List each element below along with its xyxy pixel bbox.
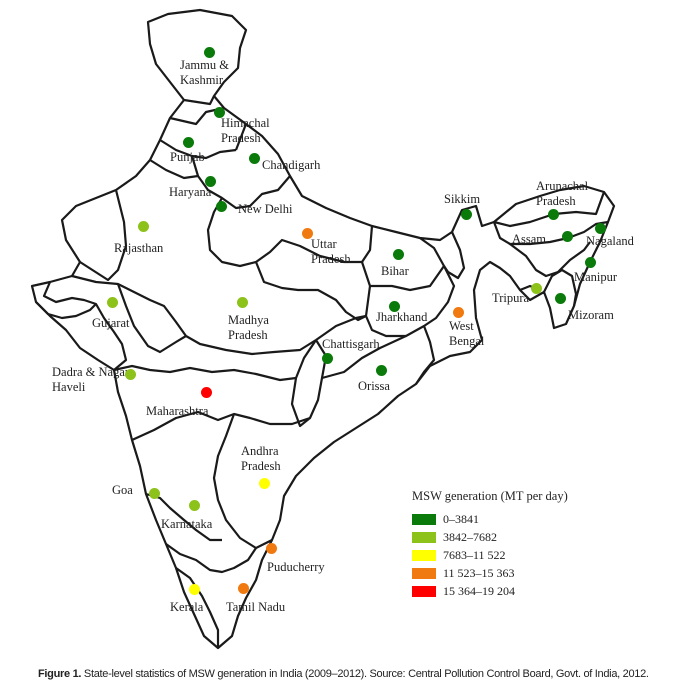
state-label-tamil-nadu: Tamil Nadu — [226, 600, 286, 614]
state-marker-orissa — [375, 364, 387, 376]
state-label-haryana: Haryana — [169, 185, 212, 199]
state-label-chandigarh: Chandigarh — [262, 158, 321, 172]
state-marker-punjab — [182, 136, 194, 148]
legend-item-4: 11 523–15 363 — [412, 564, 568, 582]
state-label-kerala: Kerala — [170, 600, 204, 614]
state-label-karnataka: Karnataka — [161, 517, 213, 531]
state-marker-manipur — [584, 256, 596, 268]
state-marker-uttar-pradesh — [301, 227, 313, 239]
state-marker-chandigarh — [248, 152, 260, 164]
state-label-tripura: Tripura — [492, 291, 530, 305]
legend-swatch — [412, 531, 436, 543]
legend-swatch — [412, 567, 436, 579]
state-marker-bihar — [392, 248, 404, 260]
state-marker-maharashtra — [200, 386, 212, 398]
legend-swatch — [412, 513, 436, 525]
state-label-maharashtra: Maharashtra — [146, 404, 209, 418]
state-marker-tamil-nadu — [237, 582, 249, 594]
state-marker-himachal-pradesh — [213, 106, 225, 118]
state-label-puducherry: Puducherry — [267, 560, 325, 574]
legend: MSW generation (MT per day) 0–3841 3842–… — [412, 489, 568, 600]
state-label-bihar: Bihar — [381, 264, 409, 278]
state-marker-gujarat — [106, 296, 118, 308]
state-label-nagaland: Nagaland — [586, 234, 634, 248]
state-marker-rajasthan — [137, 220, 149, 232]
state-label-mizoram: Mizoram — [568, 308, 614, 322]
state-label-new-delhi: New Delhi — [238, 202, 293, 216]
state-label-chattisgarh: Chattisgarh — [322, 337, 380, 351]
state-marker-nagaland — [594, 222, 606, 234]
state-marker-goa — [148, 487, 160, 499]
state-label-manipur: Manipur — [574, 270, 618, 284]
state-label-jharkhand: Jharkhand — [376, 310, 428, 324]
state-marker-tripura — [530, 282, 542, 294]
state-marker-sikkim — [460, 208, 472, 220]
state-label-jammu-and-kashmir: Jammu & Kashmir — [180, 58, 229, 87]
legend-label: 3842–7682 — [443, 529, 497, 544]
state-marker-karnataka — [188, 499, 200, 511]
figure-label: Figure 1. — [38, 668, 82, 680]
state-label-dadra-and-nagar-haveli: Dadra & Nagar Haveli — [52, 365, 130, 394]
state-label-gujarat: Gujarat — [92, 316, 130, 330]
state-label-andhra-pradesh: Andhra Pradesh — [241, 444, 281, 473]
state-marker-chattisgarh — [321, 352, 333, 364]
figure-caption: Figure 1. State-level statistics of MSW … — [38, 668, 668, 680]
state-marker-jharkhand — [388, 300, 400, 312]
state-marker-puducherry — [265, 542, 277, 554]
state-marker-assam — [561, 230, 573, 242]
state-marker-madhya-pradesh — [236, 296, 248, 308]
state-label-west-bengal: West Bengal — [449, 319, 485, 348]
state-marker-mizoram — [554, 292, 566, 304]
state-label-himachal-pradesh: Himachal Pradesh — [221, 116, 270, 145]
legend-label: 11 523–15 363 — [443, 565, 515, 580]
state-label-uttar-pradesh: Uttar Pradesh — [311, 237, 351, 266]
state-marker-arunachal-pradesh — [547, 208, 559, 220]
legend-label: 7683–11 522 — [443, 547, 506, 562]
state-label-goa: Goa — [112, 483, 133, 497]
legend-item-1: 0–3841 — [412, 510, 568, 528]
state-label-punjab: Punjab — [170, 150, 205, 164]
legend-swatch — [412, 585, 436, 597]
state-marker-andhra-pradesh — [258, 477, 270, 489]
state-marker-west-bengal — [452, 306, 464, 318]
legend-title: MSW generation (MT per day) — [412, 489, 568, 503]
state-marker-jammu-and-kashmir — [203, 46, 215, 58]
legend-item-3: 7683–11 522 — [412, 546, 568, 564]
state-label-sikkim: Sikkim — [444, 192, 481, 206]
state-label-rajasthan: Rajasthan — [114, 241, 164, 255]
state-label-assam: Assam — [512, 232, 547, 246]
state-marker-new-delhi — [215, 200, 227, 212]
state-label-orissa: Orissa — [358, 379, 390, 393]
state-marker-kerala — [188, 583, 200, 595]
legend-label: 15 364–19 204 — [443, 583, 515, 598]
state-label-arunachal-pradesh: Arunachal Pradesh — [536, 179, 589, 208]
legend-label: 0–3841 — [443, 511, 479, 526]
legend-swatch — [412, 549, 436, 561]
state-marker-dadra-and-nagar-haveli — [124, 368, 136, 380]
caption-text: State-level statistics of MSW generation… — [81, 668, 649, 680]
legend-item-2: 3842–7682 — [412, 528, 568, 546]
legend-item-5: 15 364–19 204 — [412, 582, 568, 600]
state-label-madhya-pradesh: Madhya Pradesh — [228, 313, 269, 342]
state-marker-haryana — [204, 175, 216, 187]
india-outline — [30, 8, 616, 650]
